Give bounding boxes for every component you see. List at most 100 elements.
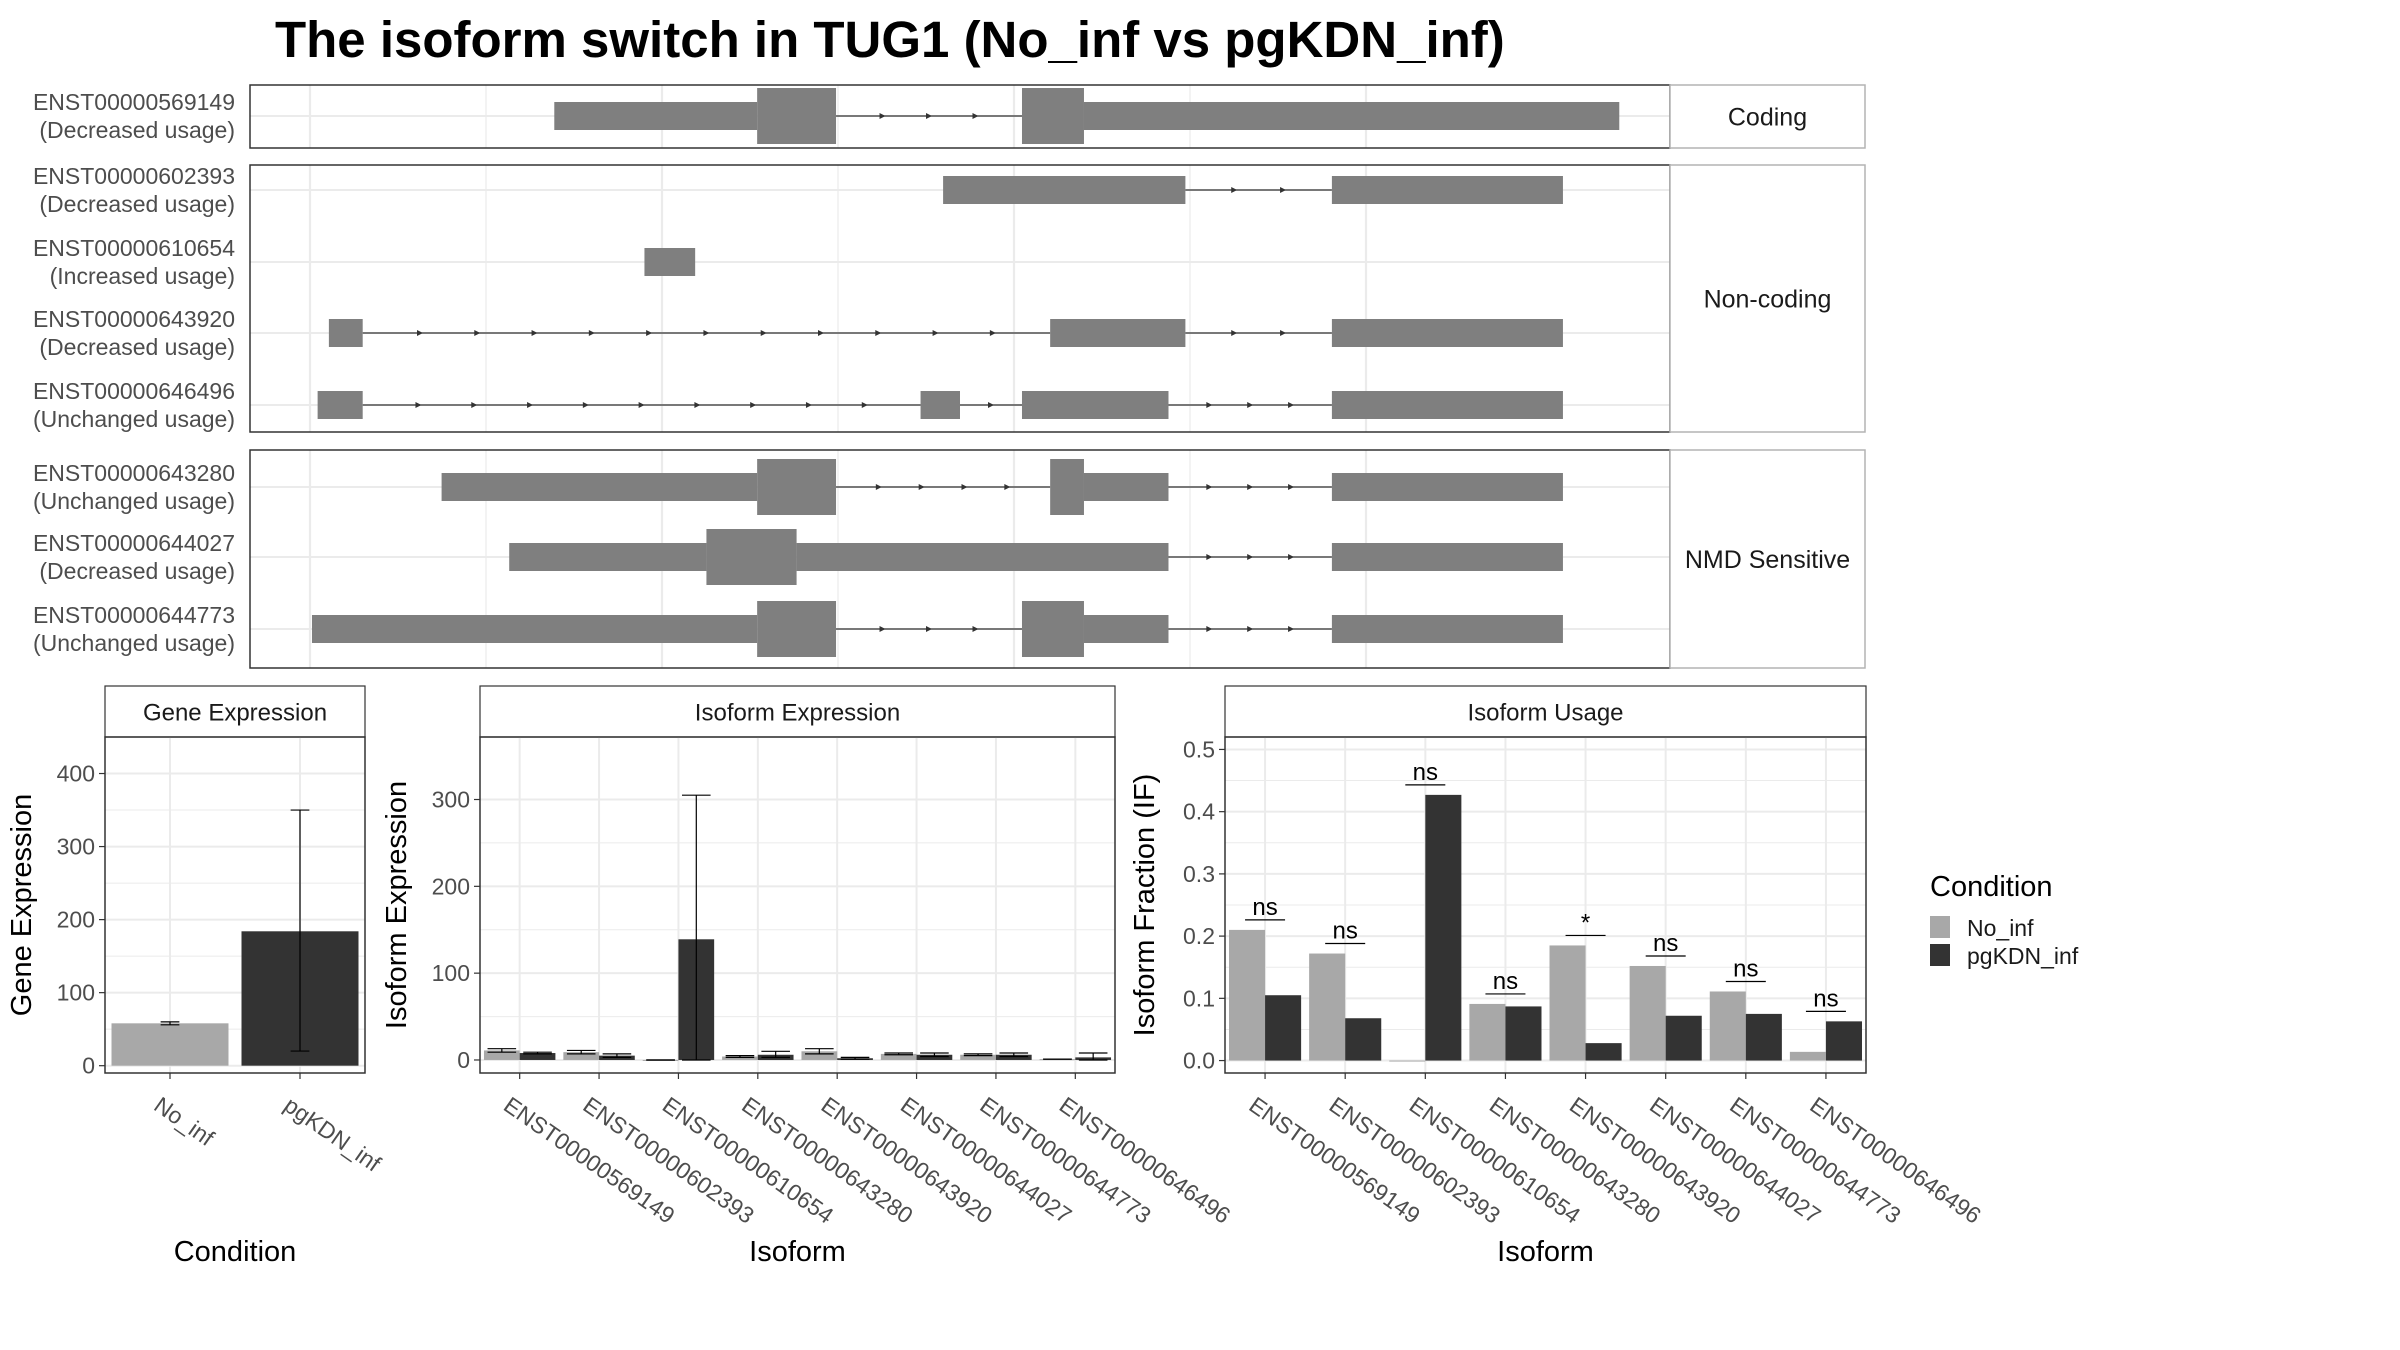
intron-arrow bbox=[750, 402, 757, 408]
intron-arrow bbox=[1247, 484, 1254, 490]
exon-utr bbox=[1083, 102, 1620, 130]
intron-arrow bbox=[1247, 626, 1254, 632]
bar-no-inf bbox=[1709, 991, 1746, 1061]
bar-no-inf bbox=[111, 1023, 229, 1066]
intron-arrow bbox=[926, 113, 933, 119]
gene-expression-chart: Gene Expression 0 100 200 300 400 No_inf pgKDN_… bbox=[6, 685, 386, 1268]
exon-cds bbox=[1021, 601, 1084, 657]
legend-title: Condition bbox=[1930, 871, 2053, 903]
exon-cds bbox=[1050, 459, 1084, 515]
intron-arrow bbox=[1280, 330, 1287, 336]
intron-arrow bbox=[646, 330, 653, 336]
exon-utr bbox=[317, 391, 363, 419]
bar-pgkdn-inf bbox=[1505, 1006, 1542, 1061]
intron-arrow bbox=[875, 330, 882, 336]
bar-no-inf bbox=[1549, 945, 1586, 1061]
exon-utr bbox=[1331, 543, 1563, 571]
intron-arrow bbox=[1247, 402, 1254, 408]
intron-arrow bbox=[694, 402, 701, 408]
x-axis-title: Isoform bbox=[1497, 1236, 1594, 1268]
significance-label: ns bbox=[1653, 930, 1678, 957]
exon-utr bbox=[554, 102, 758, 130]
transcript-usage-label: (Increased usage) bbox=[50, 263, 235, 289]
panel-border bbox=[479, 736, 1116, 1074]
legend-key-no-inf bbox=[1930, 916, 1950, 938]
y-tick-label: 0 bbox=[82, 1053, 95, 1079]
intron-arrow bbox=[1288, 626, 1295, 632]
structure-facet-label: Non-coding bbox=[1704, 286, 1832, 314]
intron-arrow bbox=[416, 330, 423, 336]
intron-arrow bbox=[1231, 187, 1238, 193]
intron-arrow bbox=[527, 402, 534, 408]
intron-arrow bbox=[879, 113, 886, 119]
intron-arrow bbox=[588, 330, 595, 336]
exon-utr bbox=[1331, 319, 1563, 347]
y-tick-label: 0.2 bbox=[1183, 923, 1215, 949]
panel-border bbox=[1224, 736, 1867, 1074]
exon-utr bbox=[920, 391, 960, 419]
y-tick-label: 0.1 bbox=[1183, 985, 1215, 1011]
structure-facet-label: NMD Sensitive bbox=[1685, 546, 1850, 574]
y-tick-label: 300 bbox=[432, 787, 470, 813]
intron-arrow bbox=[582, 402, 589, 408]
exon-cds bbox=[757, 459, 837, 515]
exon-cds bbox=[757, 601, 837, 657]
intron-arrow bbox=[1280, 187, 1287, 193]
intron-arrow bbox=[415, 402, 422, 408]
intron-arrow bbox=[1206, 626, 1213, 632]
transcript-id-label: ENST00000646496 bbox=[33, 378, 235, 404]
y-axis-title: Isoform Expression bbox=[381, 781, 413, 1029]
significance-label: ns bbox=[1252, 894, 1277, 921]
bar-no-inf bbox=[1789, 1051, 1826, 1061]
intron-arrow bbox=[1206, 484, 1213, 490]
bar-pgkdn-inf bbox=[519, 1053, 556, 1060]
transcript-id-label: ENST00000602393 bbox=[33, 163, 235, 189]
intron-arrow bbox=[972, 113, 979, 119]
transcript-usage-label: (Unchanged usage) bbox=[33, 488, 235, 514]
intron-arrow bbox=[818, 330, 825, 336]
intron-arrow bbox=[531, 330, 538, 336]
exon-utr bbox=[1083, 473, 1169, 501]
significance-label: ns bbox=[1733, 955, 1758, 982]
facet-strip bbox=[1224, 685, 1867, 738]
exon-utr bbox=[943, 176, 1186, 204]
x-axis-title: Condition bbox=[174, 1236, 297, 1268]
transcript-usage-label: (Unchanged usage) bbox=[33, 406, 235, 432]
structure-facet-strip bbox=[1669, 164, 1866, 433]
facet-strip-label: Isoform Expression bbox=[695, 700, 900, 727]
y-tick-label: 300 bbox=[57, 834, 95, 860]
intron-arrow bbox=[932, 330, 939, 336]
intron-arrow bbox=[987, 402, 994, 408]
intron-arrow bbox=[1206, 554, 1213, 560]
bar-pgkdn-inf bbox=[1265, 995, 1302, 1061]
exon-utr bbox=[1083, 615, 1169, 643]
bar-no-inf bbox=[483, 1050, 520, 1060]
intron-arrow bbox=[1247, 554, 1254, 560]
bar-pgkdn-inf bbox=[1585, 1043, 1622, 1061]
y-axis-title: Gene Expression bbox=[6, 794, 38, 1016]
y-tick-label: 0.4 bbox=[1183, 799, 1215, 825]
transcript-usage-label: (Decreased usage) bbox=[39, 334, 235, 360]
y-axis-title: Isoform Fraction (IF) bbox=[1129, 774, 1161, 1037]
bar-no-inf bbox=[1309, 953, 1346, 1061]
transcript-id-label: ENST00000644773 bbox=[33, 602, 235, 628]
intron-arrow bbox=[989, 330, 996, 336]
intron-arrow bbox=[926, 626, 933, 632]
y-tick-label: 200 bbox=[432, 873, 470, 899]
legend-label-no-inf: No_inf bbox=[1967, 915, 2034, 941]
bar-pgkdn-inf bbox=[916, 1054, 953, 1060]
exon-utr bbox=[1331, 391, 1563, 419]
y-tick-label: 400 bbox=[57, 761, 95, 787]
intron-arrow bbox=[972, 626, 979, 632]
intron-arrow bbox=[1231, 330, 1238, 336]
intron-arrow bbox=[474, 330, 481, 336]
intron-arrow bbox=[471, 402, 478, 408]
intron-arrow bbox=[879, 626, 886, 632]
y-tick-label: 0 bbox=[457, 1047, 470, 1073]
exon-utr bbox=[1331, 176, 1563, 204]
exon-cds bbox=[1021, 88, 1084, 144]
figure-title: The isoform switch in TUG1 (No_inf vs pg… bbox=[275, 11, 1505, 68]
bar-pgkdn-inf bbox=[1665, 1015, 1702, 1061]
